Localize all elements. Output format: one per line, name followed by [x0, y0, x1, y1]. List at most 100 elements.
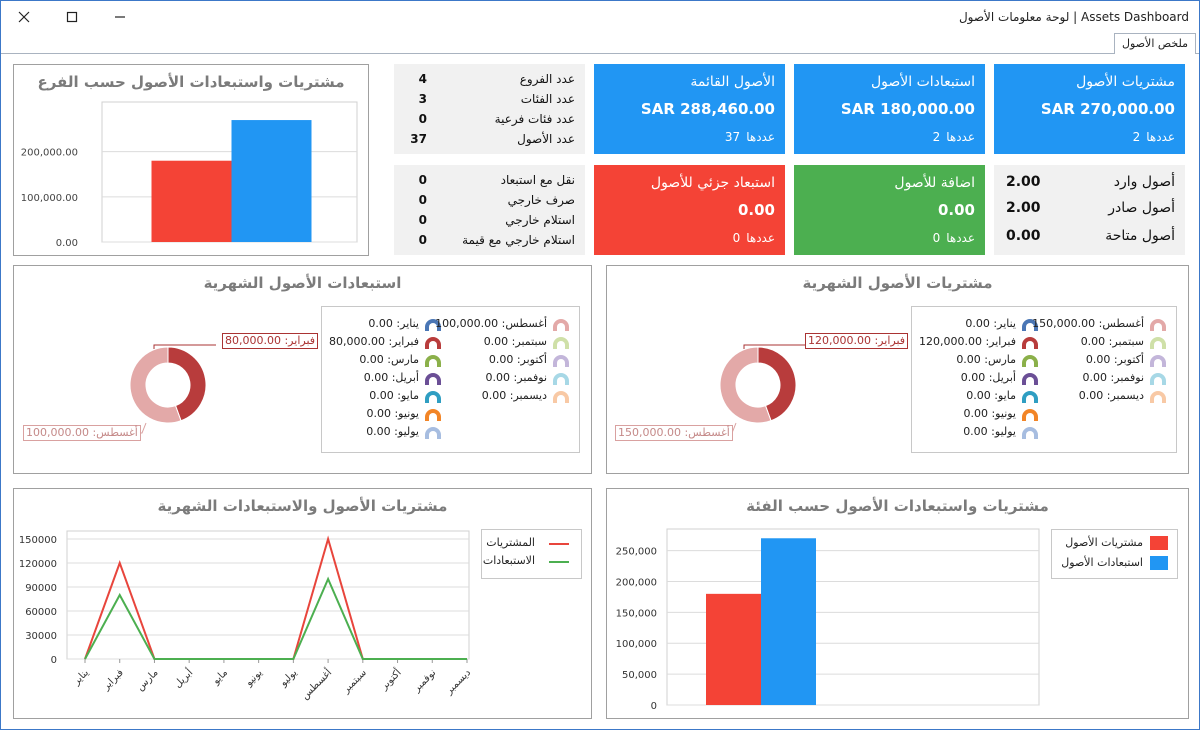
legend-item: مايو: 0.00 [908, 389, 1038, 405]
asset-purchases-card[interactable]: مشتريات الأصول SAR 270,000.00 عددها2 [994, 64, 1185, 154]
balance-row: أصول وارد 2.00 [994, 171, 1185, 197]
stat-label: صرف خارجي [507, 193, 575, 207]
bar [151, 160, 232, 242]
y-tick-label: 0 [651, 701, 657, 712]
purchases-donut-legend: يناير: 0.00 فبراير: 120,000.00 مارس: 0.00 أ… [911, 306, 1177, 453]
line-legend: المشتريات الاستبعادات [481, 529, 582, 579]
card-title: الأصول القائمة [690, 74, 775, 90]
y-tick-label: 200,000 [616, 577, 657, 588]
card-title: استبعادات الأصول [870, 74, 975, 90]
legend-text: يوليو: 0.00 [366, 425, 419, 438]
legend-text: مايو: 0.00 [966, 389, 1016, 402]
legend-label: المشتريات [486, 536, 535, 549]
tab-assets-summary[interactable]: ملخص الأصول [1114, 33, 1196, 54]
legend-item: أغسطس: 150,000.00 [1032, 317, 1166, 333]
legend-swatch [1022, 427, 1038, 439]
partial-disposal-card[interactable]: استبعاد جزئي للأصول 0.00 عددها0 [594, 165, 785, 255]
legend-item: أبريل: 0.00 [311, 371, 441, 387]
legend-item: أكتوبر: 0.00 [1036, 353, 1166, 369]
legend-text: أبريل: 0.00 [363, 371, 419, 384]
bar [761, 538, 816, 705]
card-count: عددها0 [932, 231, 975, 245]
y-tick-label: 90000 [25, 583, 57, 594]
legend-swatch [1150, 337, 1166, 349]
existing-assets-card[interactable]: الأصول القائمة SAR 288,460.00 عددها37 [594, 64, 785, 154]
category-bar-chart: 0 50,000 100,000 150,000 200,000 250,000 [616, 528, 1040, 712]
transfers-box: نقل مع استبعاد 0 صرف خارجي 0 استلام خارجي 0… [394, 165, 585, 255]
close-button[interactable] [1, 1, 47, 33]
card-count: عددها37 [724, 130, 775, 144]
legend-label: مشتريات الأصول [1065, 536, 1143, 549]
disposals-donut-legend: يناير: 0.00 فبراير: 80,000.00 مارس: 0.00 أب… [321, 306, 580, 453]
balances-box: أصول وارد 2.00 أصول صادر 2.00 أصول متاحة 0.… [994, 165, 1185, 255]
minimize-icon [115, 16, 125, 18]
stat-row: نقل مع استبعاد 0 [394, 171, 585, 191]
legend-text: يونيو: 0.00 [963, 407, 1016, 420]
stat-row: استلام خارجي 0 [394, 211, 585, 231]
stat-label: عدد فئات فرعية [494, 112, 575, 126]
bar [231, 120, 312, 242]
card-title: مشتريات الأصول [1076, 74, 1175, 90]
stat-value: 0 [418, 233, 427, 247]
category-legend: مشتريات الأصول استبعادات الأصول [1051, 529, 1178, 579]
stat-label: عدد الفروع [519, 72, 575, 86]
legend-item: مارس: 0.00 [311, 353, 441, 369]
monthly-line-chart: 0 30000 60000 90000 120000 150000 يناير فبراير م… [19, 530, 473, 702]
y-tick-label: 60000 [25, 607, 57, 618]
monthly-disposals-title: استبعادات الأصول الشهرية [203, 274, 402, 292]
legend-text: سبتمبر: 0.00 [483, 335, 547, 348]
legend-text: فبراير: 120,000.00 [918, 335, 1016, 348]
legend-item: يوليو: 0.00 [908, 425, 1038, 441]
branch-bar-chart: 0.00 100,000.00 200,000.00 [21, 101, 358, 249]
monthly-purchases-title: مشتريات الأصول الشهرية [802, 274, 993, 292]
x-tick-label: فبراير [100, 667, 126, 693]
y-tick-label: 120000 [19, 559, 57, 570]
asset-additions-card[interactable]: اضافة للأصول 0.00 عددها0 [794, 165, 985, 255]
stat-label: عدد الفئات [520, 92, 575, 106]
card-title: اضافة للأصول [894, 175, 975, 191]
legend-text: أغسطس: 100,000.00 [435, 317, 547, 330]
monthly-line-title: مشتريات الأصول والاستبعادات الشهرية [157, 497, 448, 515]
legend-swatch [553, 337, 569, 349]
branch-chart-panel: مشتريات واستبعادات الأصول حسب الفرع 0.00… [13, 64, 369, 256]
asset-disposals-card[interactable]: استبعادات الأصول SAR 180,000.00 عددها2 [794, 64, 985, 154]
maximize-icon [66, 11, 78, 23]
stat-value: 3 [418, 92, 427, 106]
legend-swatch [1022, 409, 1038, 421]
monthly-purchases-panel: مشتريات الأصول الشهرية فبراير: 120,000.0… [606, 265, 1189, 474]
legend-swatch [1150, 536, 1168, 550]
stat-value: 0 [418, 173, 427, 187]
legend-swatch [425, 355, 441, 367]
window-title: Assets Dashboard | لوحة معلومات الأصول [958, 10, 1189, 24]
card-value: 0.00 [737, 201, 775, 219]
y-tick-label: 150000 [19, 535, 57, 546]
x-tick-label: يناير [71, 667, 92, 688]
minimize-button[interactable] [97, 1, 143, 33]
y-tick-label: 0 [51, 655, 57, 666]
y-tick-label: 50,000 [622, 670, 657, 681]
legend-item: يونيو: 0.00 [311, 407, 441, 423]
stat-row: استلام خارجي مع قيمة 0 [394, 231, 585, 251]
y-tick-label: 150,000 [616, 608, 657, 619]
stat-value: 0 [418, 112, 427, 126]
legend-text: نوفمبر: 0.00 [485, 371, 547, 384]
x-tick-label: نوفمبر [411, 667, 439, 695]
stat-row: صرف خارجي 0 [394, 191, 585, 211]
balance-label: أصول متاحة [1105, 228, 1175, 244]
donut-slice [167, 346, 207, 422]
balance-value: 2.00 [1006, 174, 1041, 190]
legend-item: سبتمبر: 0.00 [439, 335, 569, 351]
legend-swatch [425, 409, 441, 421]
legend-text: يناير: 0.00 [368, 317, 419, 330]
y-tick-label: 0.00 [56, 238, 78, 249]
category-chart-title: مشتريات واستبعادات الأصول حسب الفئة [746, 497, 1049, 515]
legend-swatch [1150, 319, 1166, 331]
balance-row: أصول متاحة 0.00 [994, 225, 1185, 251]
stat-value: 0 [418, 213, 427, 227]
legend-swatch [553, 391, 569, 403]
stat-label: استلام خارجي [505, 213, 575, 227]
monthly-disposals-panel: استبعادات الأصول الشهرية فبراير: 80,000.… [13, 265, 592, 474]
legend-swatch [1150, 355, 1166, 367]
legend-label: الاستبعادات [482, 554, 535, 567]
maximize-button[interactable] [49, 1, 95, 33]
